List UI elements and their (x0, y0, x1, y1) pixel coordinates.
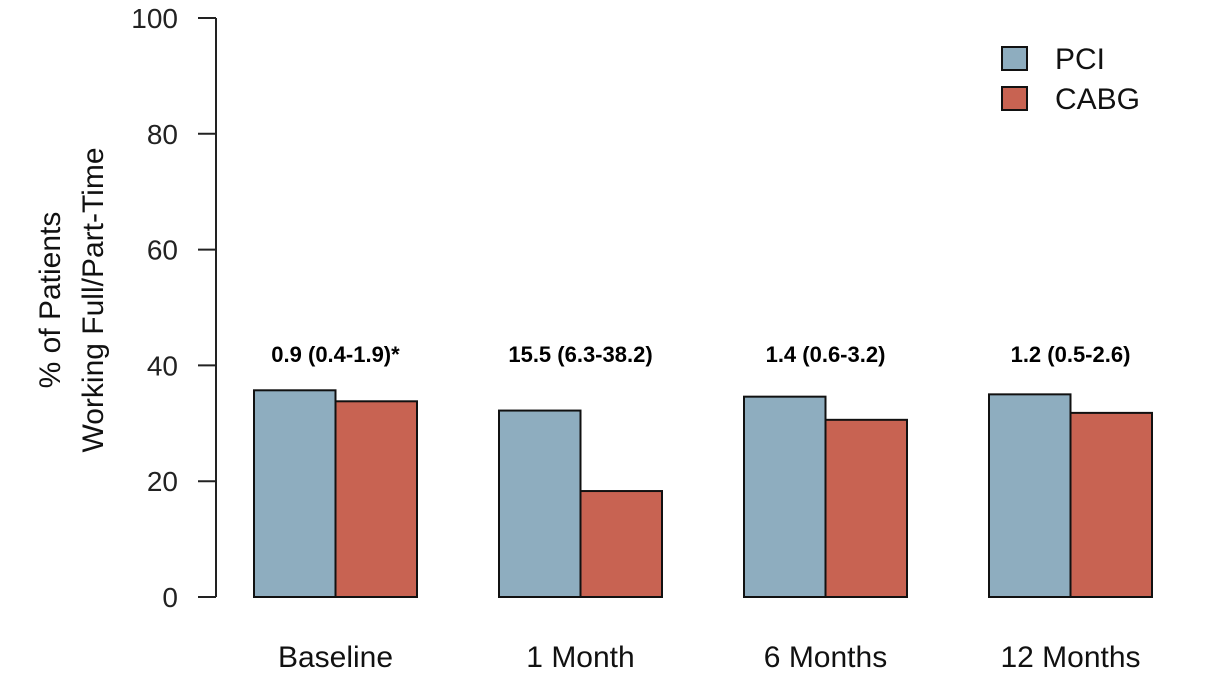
bar-cabg-0 (334, 400, 418, 598)
y-axis-label-line-1: % of Patients (34, 212, 67, 389)
bar-pci-3 (988, 393, 1072, 598)
bar-cabg-3 (1069, 411, 1153, 598)
y-tick-label: 20 (147, 466, 178, 497)
y-axis-label-line-2: Working Full/Part-Time (77, 147, 110, 452)
category-label: 12 Months (1000, 641, 1140, 674)
legend: PCI CABG (1001, 43, 1140, 116)
legend-swatch-cabg (1001, 86, 1028, 111)
odds-ratio-annotation: 1.4 (0.6-3.2) (766, 342, 886, 367)
category-label: Baseline (278, 641, 393, 674)
legend-swatch-pci (1001, 46, 1028, 71)
category-labels: Baseline 1 Month 6 Months 12 Months (278, 641, 1141, 674)
bar-pci-2 (743, 395, 827, 598)
y-tick-label: 80 (147, 119, 178, 150)
category-label: 6 Months (764, 641, 887, 674)
bar-pci-1 (498, 409, 582, 599)
bars (253, 389, 1153, 599)
bar-pci-0 (253, 389, 337, 598)
legend-label-cabg: CABG (1055, 83, 1140, 116)
odds-ratio-annotation: 1.2 (0.5-2.6) (1011, 342, 1131, 367)
y-tick-label: 0 (162, 582, 178, 613)
odds-ratio-annotation: 0.9 (0.4-1.9)* (271, 342, 400, 367)
legend-label-pci: PCI (1055, 43, 1105, 76)
odds-ratio-annotation: 15.5 (6.3-38.2) (508, 342, 652, 367)
y-tick-label: 100 (131, 3, 178, 34)
y-tick-label: 40 (147, 350, 178, 381)
y-axis-label: % of Patients Working Full/Part-Time (34, 147, 110, 452)
bar-cabg-1 (579, 490, 663, 598)
y-tick-label: 60 (147, 235, 178, 266)
bar-cabg-2 (824, 418, 908, 598)
y-axis: 0 20 40 60 80 100 (131, 3, 217, 613)
category-label: 1 Month (526, 641, 634, 674)
annotations: 0.9 (0.4-1.9)* 15.5 (6.3-38.2) 1.4 (0.6-3.… (271, 342, 1130, 367)
